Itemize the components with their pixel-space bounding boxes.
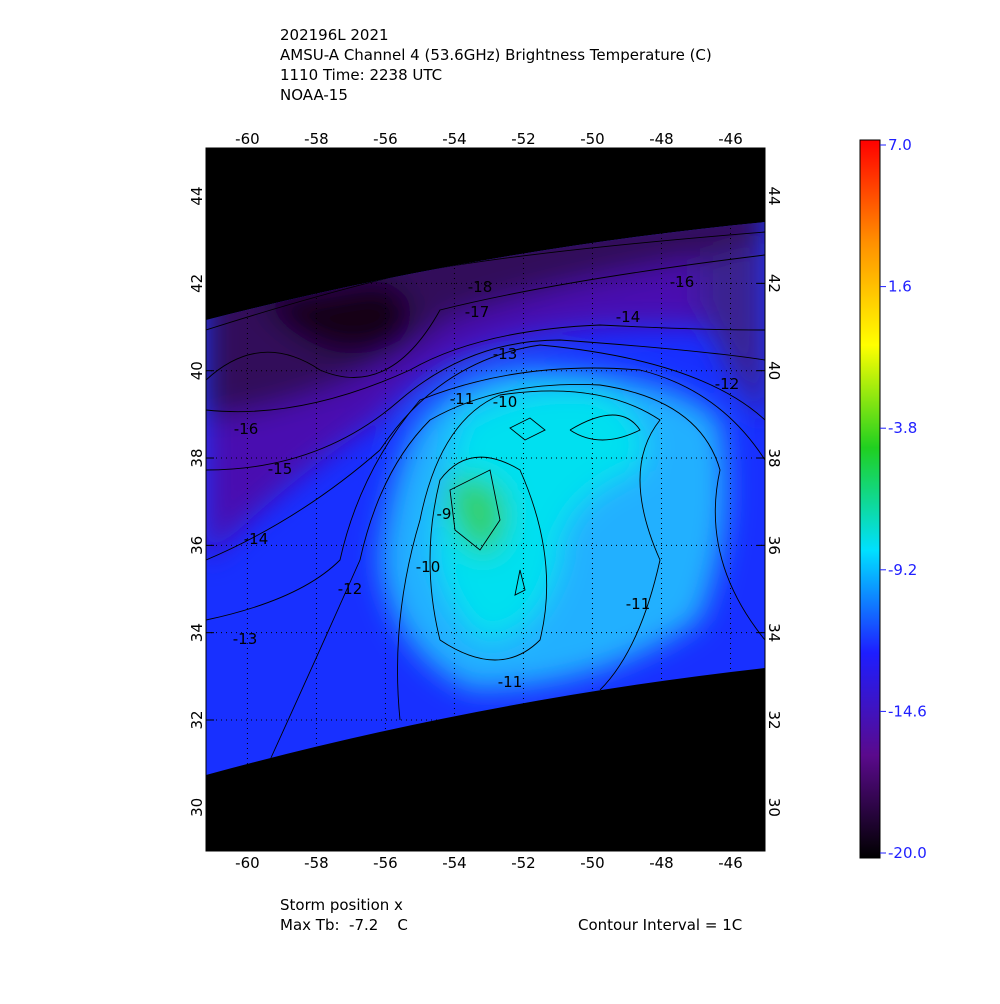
contour-label: -16 [670, 273, 695, 291]
x-tick-label: -46 [718, 854, 743, 872]
contour-label: -11 [450, 390, 475, 408]
x-tick-label: -56 [373, 130, 398, 148]
x-tick-label: -48 [649, 130, 674, 148]
max-tb: Max Tb: -7.2 C [280, 916, 408, 934]
title-line: 202196L 2021 [280, 26, 389, 44]
y-tick-label: 40 [765, 361, 783, 380]
colorbar [859, 139, 881, 859]
contour-label: -9 [437, 505, 452, 523]
colorbar-tick-label: 7.0 [888, 136, 912, 154]
title-line: 1110 Time: 2238 UTC [280, 66, 442, 84]
x-tick-label: -54 [442, 854, 467, 872]
x-tick-label: -50 [580, 130, 605, 148]
x-tick-label: -54 [442, 130, 467, 148]
contour-interval: Contour Interval = 1C [578, 916, 742, 934]
x-tick-label: -52 [511, 854, 536, 872]
x-tick-label: -48 [649, 854, 674, 872]
colorbar-tick-label: -20.0 [888, 844, 927, 862]
y-tick-label: 34 [765, 623, 783, 642]
plot-frame [205, 147, 766, 852]
contour-label: -12 [338, 580, 363, 598]
x-tick-label: -60 [235, 854, 260, 872]
y-tick-label: 36 [765, 536, 783, 555]
contour-label: -16 [234, 420, 259, 438]
colorbar-ticks: 7.0 1.6 -3.8 -9.2 -14.6 -20.0 [880, 136, 927, 862]
grid [206, 148, 765, 851]
x-tick-label: -46 [718, 130, 743, 148]
x-tick-label: -58 [304, 130, 329, 148]
contour-label: -13 [493, 345, 518, 363]
contour-label: -10 [416, 558, 441, 576]
y-tick-label: 42 [188, 274, 206, 293]
storm-position: Storm position x [280, 896, 403, 914]
contour-label: -11 [626, 595, 651, 613]
contour-label: -14 [616, 308, 641, 326]
y-tick-label: 32 [188, 710, 206, 729]
y-tick-label: 44 [188, 186, 206, 205]
y-tick-label: 42 [765, 274, 783, 293]
contour-label: -14 [244, 530, 269, 548]
y-tick-label: 30 [765, 798, 783, 817]
contour-labels: -18 -17 -16 -14 -13 -12 -11 -10 -16 -15 -9 -14 -10 -1… [233, 273, 740, 691]
colorbar-tick-label: -14.6 [888, 702, 927, 720]
contour-label: -17 [465, 303, 490, 321]
y-tick-label: 30 [188, 798, 206, 817]
contour-label: -12 [715, 375, 740, 393]
y-tick-label: 40 [188, 361, 206, 380]
contours [206, 231, 765, 761]
y-tick-label: 44 [765, 186, 783, 205]
axes: -60 -60 -58 -58 -56 -56 -54 -54 -52 -52 -50 -50 -48 -… [188, 130, 783, 872]
colorbar-tick-label: -9.2 [888, 561, 917, 579]
title: 202196L 2021 AMSU-A Channel 4 (53.6GHz) … [280, 26, 712, 104]
contour-label: -18 [468, 278, 493, 296]
title-line: AMSU-A Channel 4 (53.6GHz) Brightness Te… [280, 46, 712, 64]
contour-label: -13 [233, 630, 258, 648]
colorbar-tick-label: 1.6 [888, 278, 912, 296]
y-tick-label: 36 [188, 536, 206, 555]
y-tick-label: 38 [765, 448, 783, 467]
x-tick-label: -52 [511, 130, 536, 148]
y-tick-label: 38 [188, 448, 206, 467]
x-tick-label: -50 [580, 854, 605, 872]
colorbar-tick-label: -3.8 [888, 419, 917, 437]
y-tick-label: 34 [188, 623, 206, 642]
contour-label: -10 [493, 393, 518, 411]
contour-label: -15 [268, 460, 293, 478]
contour-label: -11 [498, 673, 523, 691]
x-tick-label: -56 [373, 854, 398, 872]
footer: Storm position x Max Tb: -7.2 C Contour … [280, 896, 742, 934]
x-tick-label: -60 [235, 130, 260, 148]
x-tick-label: -58 [304, 854, 329, 872]
y-tick-label: 32 [765, 710, 783, 729]
title-line: NOAA-15 [280, 86, 348, 104]
